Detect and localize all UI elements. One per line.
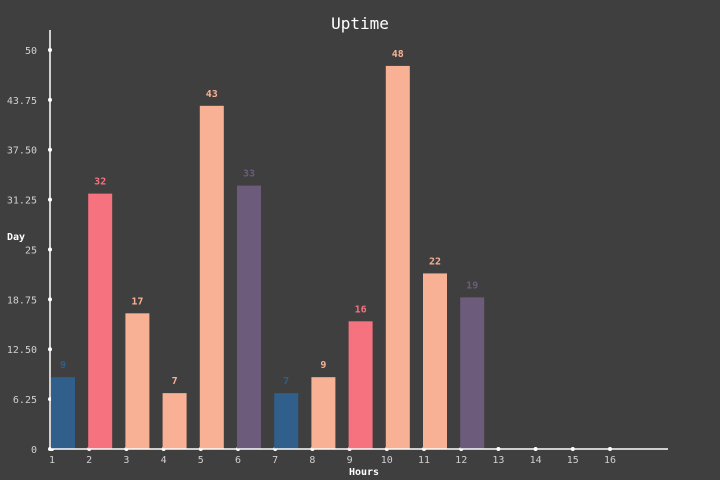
y-tick-label: 31.25 [7,196,37,207]
bar-value-label: 43 [206,89,218,100]
bar[interactable] [237,185,261,449]
bar[interactable] [385,65,410,450]
x-tick-label: 9 [347,455,353,466]
y-tick-label: 18.75 [7,295,37,306]
y-tick-label: 0 [31,445,37,456]
bar[interactable] [423,273,447,449]
bar[interactable] [51,377,75,449]
bar-value-label: 9 [60,360,66,371]
x-tick-label: 16 [604,455,616,466]
x-tick-label: 5 [198,455,204,466]
bar-value-label: 7 [283,376,289,387]
x-tick-label: 13 [492,455,504,466]
y-tick-label: 37.50 [7,146,37,157]
y-tick-label: 50 [25,46,37,57]
x-tick-label: 6 [235,455,241,466]
bar[interactable] [311,377,336,449]
x-tick-label: 11 [418,455,430,466]
bar-value-label: 32 [94,177,106,188]
x-tick-label: 1 [49,455,55,466]
x-tick-label: 14 [530,455,542,466]
x-tick-label: 15 [567,455,579,466]
bar[interactable] [348,321,373,449]
bar-value-label: 22 [429,256,441,267]
bar-value-label: 33 [243,169,255,180]
bar[interactable] [199,105,224,450]
bar[interactable] [274,393,299,449]
bar[interactable] [460,297,485,449]
bar[interactable] [88,193,113,449]
y-tick-label: 25 [25,245,37,256]
x-tick-label: 4 [161,455,167,466]
y-tick-label: 6.25 [13,395,37,406]
x-tick-label: 12 [455,455,467,466]
bar-value-label: 19 [466,280,478,291]
x-tick-label: 7 [272,455,278,466]
bar-value-label: 16 [355,304,367,315]
bar-value-label: 17 [131,296,143,307]
x-tick-label: 3 [123,455,129,466]
bar-value-label: 7 [172,376,178,387]
bar-value-label: 9 [320,360,326,371]
x-tick-label: 10 [381,455,393,466]
y-axis-ticks: 0 6.25 12.50 18.75 25 31.25 37.50 43.75 50 [7,46,52,456]
bar[interactable] [162,393,187,449]
bars-group [51,65,485,450]
x-axis-label: Hours [349,467,379,478]
x-tick-label: 2 [86,455,92,466]
chart-title: Uptime [331,14,389,33]
bar[interactable] [125,313,150,449]
bar-value-label: 48 [392,49,404,60]
x-tick-label: 8 [309,455,315,466]
y-axis-label: Day [7,232,25,243]
y-tick-label: 43.75 [7,96,37,107]
y-tick-label: 12.50 [7,345,37,356]
value-labels-group: 9 32 17 7 43 33 7 9 16 48 22 19 [60,49,478,387]
x-axis-ticks: 1 2 3 4 5 6 7 8 9 10 11 12 13 14 15 16 [49,447,616,466]
